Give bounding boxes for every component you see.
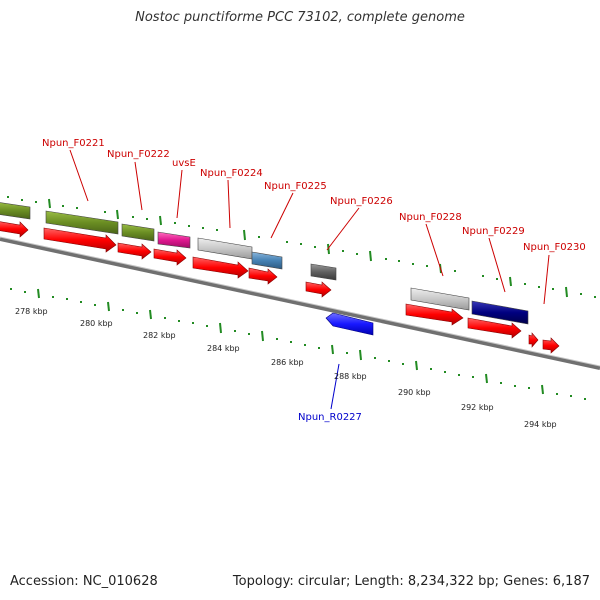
cds-arrow — [248, 267, 278, 285]
cds-arrow — [305, 281, 332, 298]
reverse-label-leader — [330, 363, 340, 410]
gene-label-reverse[interactable]: Npun_R0227 — [298, 412, 362, 423]
gene-label[interactable]: Npun_F0225 — [264, 181, 327, 192]
label-leaders — [69, 149, 550, 305]
scale-label: 284 kbp — [207, 344, 240, 353]
cds-arrow — [467, 317, 522, 339]
gene-label[interactable]: Npun_F0222 — [107, 149, 170, 160]
accession-text: Accession: NC_010628 — [10, 574, 158, 589]
cds-arrow — [528, 332, 539, 348]
cds-arrow — [153, 248, 187, 266]
gene-label[interactable]: uvsE — [172, 158, 196, 169]
gene-box-olive-2 — [45, 210, 119, 235]
gene-box-darkgray — [310, 263, 337, 281]
gene-label[interactable]: Npun_F0224 — [200, 168, 263, 179]
gene-label[interactable]: Npun_F0226 — [330, 196, 393, 207]
scale-label: 288 kbp — [334, 372, 367, 381]
cds-arrow — [117, 242, 152, 260]
cds-arrow — [192, 256, 249, 279]
cds-arrow — [405, 303, 464, 326]
gene-box-olive-3 — [121, 223, 155, 242]
gene-box-gray-2 — [410, 287, 470, 311]
cds-forward-arrows — [0, 221, 560, 354]
genome-backbone-highlight — [0, 236, 600, 367]
scale-label: 280 kbp — [80, 319, 113, 328]
gene-label[interactable]: Npun_F0230 — [523, 242, 586, 253]
cds-arrow — [542, 337, 560, 354]
gene-label[interactable]: Npun_F0221 — [42, 138, 105, 149]
cds-arrow — [43, 227, 117, 253]
lower-major-ticks — [37, 288, 544, 395]
gene-boxes — [0, 202, 529, 325]
upper-tick-track — [7, 196, 596, 298]
forward-gene-labels: Npun_F0221 Npun_F0222 uvsE Npun_F0224 Np… — [42, 138, 586, 253]
gene-box-steelblue — [251, 251, 283, 270]
scale-label: 294 kbp — [524, 420, 557, 429]
genome-summary-text: Topology: circular; Length: 8,234,322 bp… — [232, 574, 590, 589]
scale-label: 286 kbp — [271, 358, 304, 367]
scale-labels: 278 kbp 280 kbp 282 kbp 284 kbp 286 kbp … — [15, 307, 557, 429]
gene-box-gray-1 — [197, 237, 253, 260]
gene-box-olive-1 — [0, 202, 31, 220]
lower-tick-track — [10, 288, 586, 400]
gene-box-navy — [471, 300, 529, 325]
gene-label[interactable]: Npun_F0228 — [399, 212, 462, 223]
map-title: Nostoc punctiforme PCC 73102, complete g… — [135, 10, 465, 25]
reverse-gene-arrow — [325, 312, 374, 336]
genome-backbone — [0, 237, 600, 370]
cds-arrow — [0, 221, 29, 238]
scale-label: 278 kbp — [15, 307, 48, 316]
scale-label: 290 kbp — [398, 388, 431, 397]
scale-label: 292 kbp — [461, 403, 494, 412]
scale-label: 282 kbp — [143, 331, 176, 340]
gene-label[interactable]: Npun_F0229 — [462, 226, 525, 237]
gene-box-magenta — [157, 231, 191, 249]
